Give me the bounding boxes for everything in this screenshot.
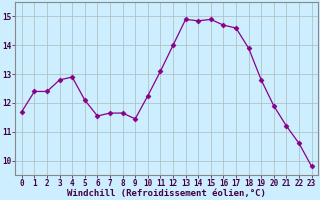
X-axis label: Windchill (Refroidissement éolien,°C): Windchill (Refroidissement éolien,°C) xyxy=(67,189,266,198)
